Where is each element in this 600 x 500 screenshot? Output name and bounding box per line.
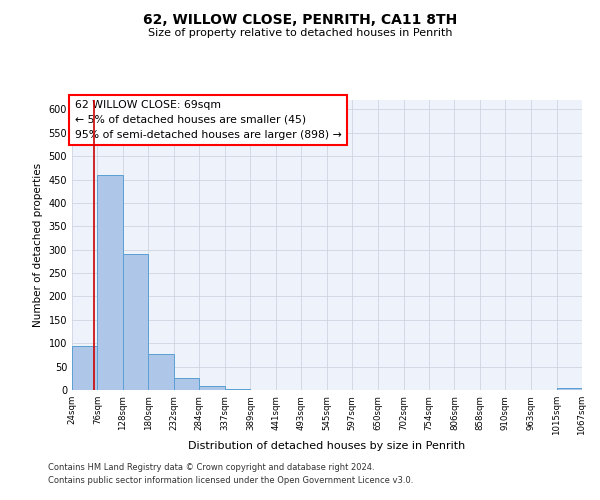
Bar: [225, 389, 250, 390]
Text: Contains HM Land Registry data © Crown copyright and database right 2024.: Contains HM Land Registry data © Crown c…: [48, 464, 374, 472]
X-axis label: Distribution of detached houses by size in Penrith: Distribution of detached houses by size …: [188, 441, 466, 451]
Bar: [72, 346, 97, 390]
Y-axis label: Number of detached properties: Number of detached properties: [33, 163, 43, 327]
Bar: [148, 354, 174, 390]
Bar: [174, 378, 199, 390]
Text: 62, WILLOW CLOSE, PENRITH, CA11 8TH: 62, WILLOW CLOSE, PENRITH, CA11 8TH: [143, 12, 457, 26]
Text: Contains public sector information licensed under the Open Government Licence v3: Contains public sector information licen…: [48, 476, 413, 485]
Bar: [123, 254, 148, 390]
Text: 62 WILLOW CLOSE: 69sqm
← 5% of detached houses are smaller (45)
95% of semi-deta: 62 WILLOW CLOSE: 69sqm ← 5% of detached …: [74, 100, 341, 140]
Bar: [199, 386, 225, 390]
Bar: [557, 388, 582, 390]
Text: Size of property relative to detached houses in Penrith: Size of property relative to detached ho…: [148, 28, 452, 38]
Bar: [97, 175, 123, 390]
